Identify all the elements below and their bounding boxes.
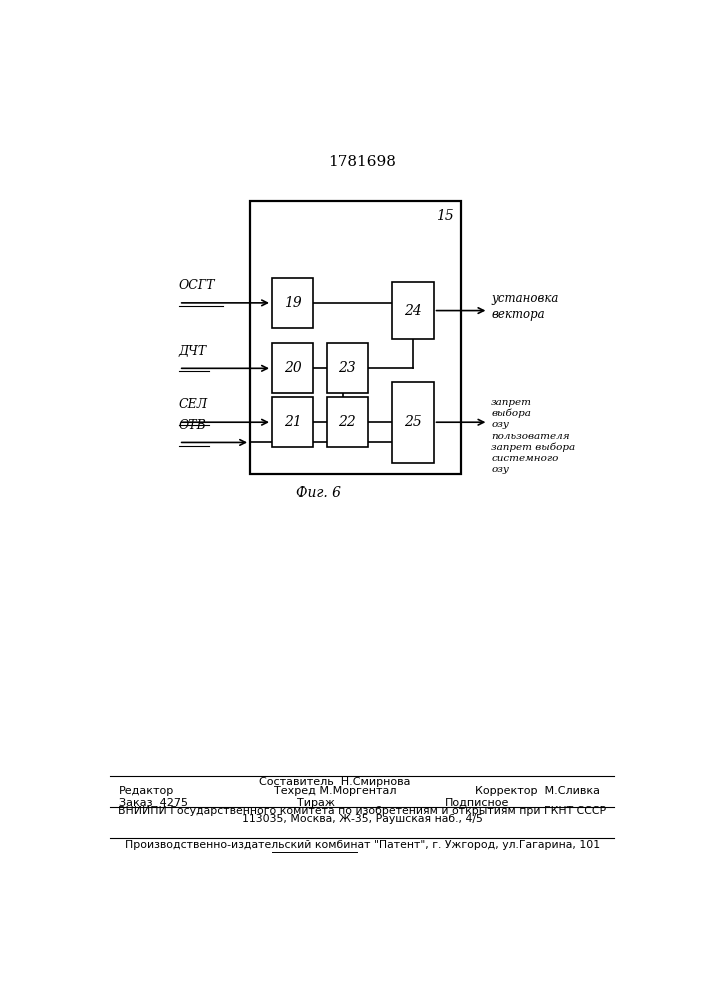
Text: 113035, Москва, Ж-35, Раушская наб., 4/5: 113035, Москва, Ж-35, Раушская наб., 4/5: [242, 814, 483, 824]
Bar: [392, 382, 433, 463]
Text: ВНИИПИ Государственного комитета по изобретениям и открытиям при ГКНТ СССР: ВНИИПИ Государственного комитета по изоб…: [118, 806, 607, 816]
Text: Производственно-издательский комбинат "Патент", г. Ужгород, ул.Гагарина, 101: Производственно-издательский комбинат "П…: [124, 840, 600, 850]
Bar: [272, 397, 313, 447]
Bar: [392, 282, 433, 339]
Text: установка
вектора: установка вектора: [491, 292, 559, 321]
Text: 21: 21: [284, 415, 301, 429]
Text: ОСГТ: ОСГТ: [179, 279, 216, 292]
Text: ДЧТ: ДЧТ: [179, 345, 207, 358]
Text: Тираж: Тираж: [297, 798, 334, 808]
Text: СЕЛ: СЕЛ: [179, 398, 208, 411]
Bar: [250, 201, 461, 474]
Text: Корректор  М.Сливка: Корректор М.Сливка: [475, 786, 600, 796]
Bar: [272, 343, 313, 393]
Bar: [327, 397, 368, 447]
Text: 24: 24: [404, 304, 422, 318]
Text: Подписное: Подписное: [445, 798, 509, 808]
Text: Редактор: Редактор: [119, 786, 174, 796]
Text: 1781698: 1781698: [328, 155, 397, 169]
Text: Техред М.Моргентал: Техред М.Моргентал: [274, 786, 396, 796]
Text: 19: 19: [284, 296, 301, 310]
Text: 22: 22: [339, 415, 356, 429]
Text: запрет
выбора
озу
пользователя
запрет выбора
системного
озу: запрет выбора озу пользователя запрет вы…: [491, 398, 575, 474]
Bar: [272, 278, 313, 328]
Text: 23: 23: [339, 361, 356, 375]
Bar: [327, 343, 368, 393]
Text: 20: 20: [284, 361, 301, 375]
Text: Фиг. 6: Фиг. 6: [296, 486, 341, 500]
Text: ОТВ: ОТВ: [179, 419, 206, 432]
Text: 15: 15: [436, 209, 453, 223]
Text: 25: 25: [404, 415, 422, 429]
Text: Заказ  4275: Заказ 4275: [119, 798, 187, 808]
Text: Составитель  Н.Смирнова: Составитель Н.Смирнова: [259, 777, 411, 787]
